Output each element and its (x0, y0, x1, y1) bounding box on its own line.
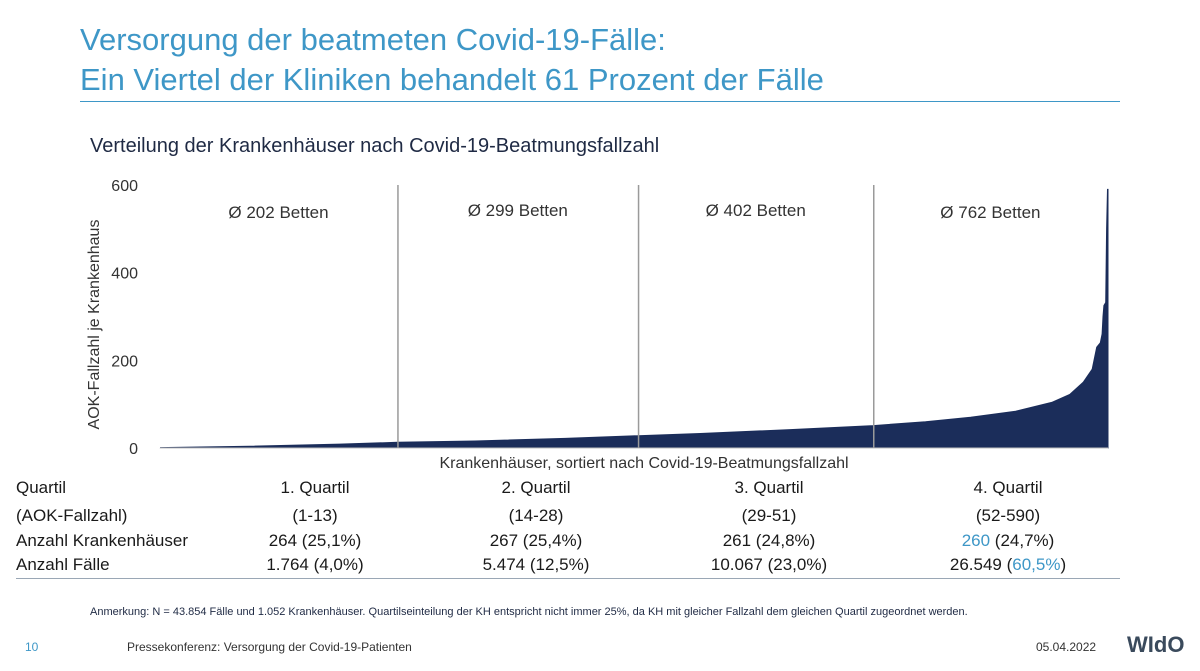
quartil-4-kh: 260 (24,7%) (961, 531, 1055, 550)
quartile-bed-label-4: Ø 762 Betten (940, 203, 1040, 222)
footnote: Anmerkung: N = 43.854 Fälle und 1.052 Kr… (90, 606, 968, 618)
y-tick-label-0: 0 (129, 441, 138, 458)
quartil-4-label: 4. Quartil (973, 478, 1043, 497)
table-row-faelle: Anzahl Fälle 1.764 (4,0%) 5.474 (12,5%) … (16, 555, 1120, 579)
footer-date: 05.04.2022 (1036, 640, 1097, 654)
chart-svg: Ø 202 Betten Ø 299 Betten Ø 402 Betten Ø 76… (86, 178, 1109, 472)
data-area (159, 188, 1109, 449)
quartil-1-range: (1-13) (292, 506, 338, 525)
quartile-bed-label-1: Ø 202 Betten (228, 203, 328, 222)
highlight-faelle-pct: 60,5% (1012, 555, 1061, 574)
wido-logo: WIdO (1127, 632, 1185, 657)
y-axis-label: AOK-Fallzahl je Krankenhaus (86, 220, 103, 430)
table-row-quartil: Quartil 1. Quartil 2. Quartil 3. Quartil… (16, 478, 1120, 502)
x-axis-label: Krankenhäuser, sortiert nach Covid-19-Be… (439, 455, 848, 472)
quartil-2-kh: 267 (25,4%) (489, 531, 583, 550)
quartil-1-label: 1. Quartil (280, 478, 350, 497)
quartil-3-label: 3. Quartil (734, 478, 804, 497)
row-label-faelle: Anzahl Fälle (16, 555, 110, 574)
title-line-1: Versorgung der beatmeten Covid-19-Fälle: (80, 22, 666, 57)
quartile-bed-label-3: Ø 402 Betten (706, 201, 806, 220)
table-row-kh: Anzahl Krankenhäuser 264 (25,1%) 267 (25… (16, 531, 1120, 555)
y-tick-label-200: 200 (111, 353, 138, 370)
table-bottom-rule (16, 578, 1120, 579)
footer-text: Pressekonferenz: Versorgung der Covid-19… (127, 640, 412, 654)
title-line-2: Ein Viertel der Kliniken behandelt 61 Pr… (80, 62, 824, 97)
quartile-bed-label-2: Ø 299 Betten (468, 201, 568, 220)
row-label-quartil: Quartil (16, 478, 67, 497)
table-row-range: (AOK-Fallzahl) (1-13) (14-28) (29-51) (5… (16, 506, 1120, 530)
quartil-4-range: (52-590) (975, 506, 1041, 525)
row-label-range: (AOK-Fallzahl) (16, 506, 128, 525)
quartil-1-faelle: 1.764 (4,0%) (266, 555, 364, 574)
quartil-2-range: (14-28) (508, 506, 564, 525)
quartil-3-range: (29-51) (741, 506, 797, 525)
quartil-3-faelle: 10.067 (23,0%) (710, 555, 828, 574)
row-label-kh: Anzahl Krankenhäuser (16, 531, 189, 550)
quartil-4-faelle: 26.549 (60,5%) (949, 555, 1067, 574)
quartil-2-faelle: 5.474 (12,5%) (482, 555, 590, 574)
quartil-3-kh: 261 (24,8%) (722, 531, 816, 550)
quartil-1-kh: 264 (25,1%) (268, 531, 362, 550)
page-number: 10 (25, 640, 39, 654)
quartil-2-label: 2. Quartil (501, 478, 571, 497)
title-divider (80, 101, 1120, 102)
page-title: Versorgung der beatmeten Covid-19-Fälle:… (80, 20, 824, 100)
chart-subtitle: Verteilung der Krankenhäuser nach Covid-… (90, 135, 660, 157)
y-tick-label-600: 600 (111, 178, 138, 195)
y-tick-label-400: 400 (111, 266, 138, 283)
highlight-kh-count: 260 (961, 531, 991, 550)
